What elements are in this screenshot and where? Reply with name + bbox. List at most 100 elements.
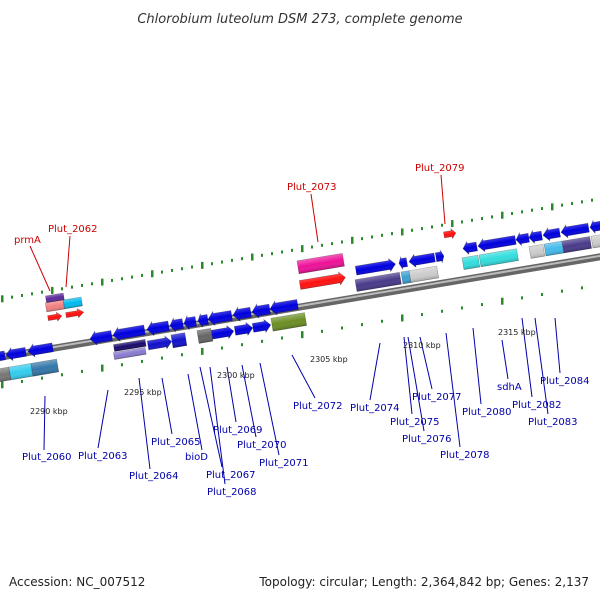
gene-feature	[443, 227, 457, 240]
tick-mark	[401, 228, 404, 236]
gene-feature	[434, 249, 445, 263]
gene-feature	[251, 318, 272, 334]
gene-feature	[232, 306, 252, 322]
tick-mark	[181, 353, 183, 357]
gene-feature	[112, 324, 146, 342]
gene-feature	[0, 366, 12, 383]
tick-mark	[381, 319, 383, 323]
tick-mark	[541, 207, 543, 211]
label-leader	[199, 366, 223, 468]
gene-label: Plut_2068	[207, 487, 257, 498]
label-leader	[161, 377, 173, 435]
gene-feature	[408, 265, 439, 283]
gene-feature	[197, 313, 210, 328]
gene-feature	[146, 335, 173, 351]
gene-feature	[65, 308, 85, 319]
label-leader	[445, 332, 461, 448]
tick-mark	[521, 210, 523, 214]
topology-text: Topology: circular; Length: 2,364,842 bp…	[259, 575, 589, 589]
tick-mark	[141, 273, 143, 277]
tick-mark	[161, 270, 163, 274]
tick-mark	[51, 286, 54, 294]
scale-label: 2290 kbp	[30, 407, 68, 416]
gene-feature	[251, 303, 271, 319]
label-leader	[419, 336, 433, 390]
gene-label: Plut_2063	[78, 451, 128, 462]
gene-feature	[515, 231, 530, 247]
gene-label: Plut_2062	[48, 224, 98, 235]
tick-mark	[451, 220, 454, 228]
tick-mark	[311, 245, 313, 249]
gene-feature	[89, 330, 113, 346]
gene-label: bioD	[185, 452, 208, 463]
gene-label: Plut_2065	[151, 437, 201, 448]
gene-feature	[560, 222, 590, 239]
gene-feature	[561, 236, 592, 254]
tick-mark	[191, 265, 193, 269]
tick-mark	[481, 217, 483, 221]
scale-label: 2315 kbp	[498, 328, 536, 337]
gene-feature	[45, 292, 65, 304]
gene-feature	[398, 256, 408, 270]
tick-mark	[421, 313, 423, 317]
gene-feature	[5, 346, 27, 362]
label-leader	[259, 362, 280, 456]
gene-feature	[233, 321, 254, 337]
gene-feature	[44, 299, 65, 313]
tick-mark	[591, 198, 593, 202]
gene-feature	[207, 310, 233, 327]
gene-feature	[590, 234, 600, 249]
tick-mark	[211, 262, 213, 266]
label-leader	[501, 339, 509, 380]
label-leader	[521, 317, 533, 398]
gene-feature	[47, 311, 63, 322]
gene-feature	[478, 248, 519, 268]
tick-mark	[501, 297, 504, 305]
gene-label: Plut_2064	[129, 471, 179, 482]
gene-feature	[354, 271, 402, 292]
tick-mark	[241, 343, 243, 347]
gene-feature	[296, 252, 345, 275]
tick-mark	[61, 373, 63, 377]
tick-mark	[261, 339, 263, 343]
gene-feature	[62, 296, 83, 310]
label-leader	[209, 366, 226, 485]
tick-mark	[301, 331, 304, 339]
tick-mark	[201, 347, 204, 355]
tick-mark	[541, 293, 543, 297]
tick-mark	[141, 359, 143, 363]
gene-feature	[210, 324, 235, 340]
label-leader	[369, 342, 381, 401]
tick-mark	[321, 243, 323, 247]
gene-label: Plut_2075	[390, 417, 440, 428]
gene-feature	[8, 363, 34, 381]
tick-mark	[81, 283, 83, 287]
tick-mark	[461, 220, 463, 224]
tick-mark	[461, 306, 463, 310]
gene-label: prmA	[14, 235, 41, 246]
gene-label: Plut_2073	[287, 182, 337, 193]
label-leader	[554, 317, 561, 374]
label-leader	[291, 354, 316, 399]
tick-mark	[301, 245, 304, 253]
label-leader	[403, 336, 413, 415]
gene-labels: prmA Plut_2062 Plut_2073 Plut_2079 Plut_2060…	[14, 163, 590, 498]
tick-mark	[431, 225, 433, 229]
tick-mark	[131, 275, 133, 279]
scale-label: 2300 kbp	[217, 371, 255, 380]
tick-mark	[121, 363, 123, 367]
gene-feature	[169, 317, 184, 333]
gene-feature	[528, 229, 543, 245]
gene-feature	[270, 312, 307, 332]
tick-mark	[291, 248, 293, 252]
label-leader	[407, 336, 425, 432]
gene-label: Plut_2077	[412, 392, 462, 403]
tick-mark	[21, 379, 23, 383]
tick-rings	[1, 198, 593, 389]
tick-mark	[581, 200, 583, 204]
gene-feature	[113, 347, 147, 360]
tick-mark	[101, 278, 104, 286]
gene-feature	[542, 227, 561, 242]
gene-feature	[477, 235, 517, 253]
